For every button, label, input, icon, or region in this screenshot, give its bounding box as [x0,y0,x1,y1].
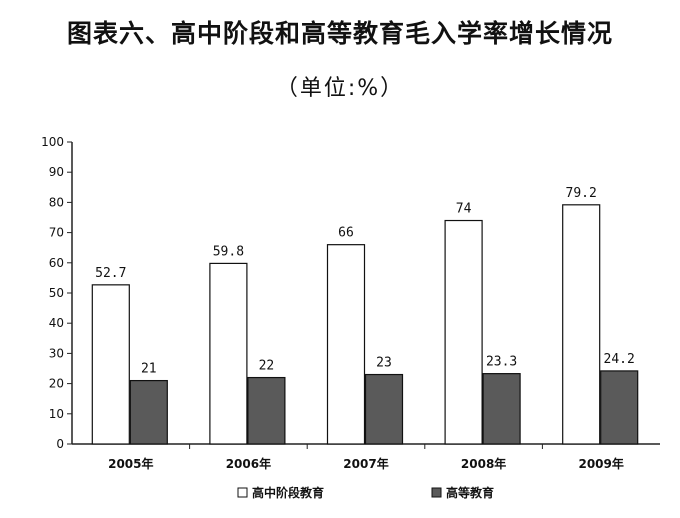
y-tick-label: 30 [49,346,64,360]
chart-title: 图表六、高中阶段和高等教育毛入学率增长情况 [66,19,613,48]
y-tick-label: 90 [49,165,64,179]
x-tick-label: 2006年 [226,456,271,471]
y-tick-label: 100 [41,135,64,149]
x-tick-label: 2005年 [108,456,153,471]
bar-high-school [562,204,601,445]
y-tick-label: 20 [49,377,64,391]
y-tick-label: 60 [49,256,64,270]
bar-higher-education [247,376,286,445]
y-tick-label: 40 [49,316,64,330]
bar-high-school [444,219,483,445]
data-label: 59.8 [213,244,244,259]
data-label: 52.7 [95,266,126,281]
y-tick-label: 0 [56,437,64,451]
bar-higher-education [364,373,404,445]
data-label: 22 [259,359,275,374]
chart-subtitle: （单位:%） [275,76,405,101]
data-label: 66 [338,226,354,241]
x-tick-label: 2007年 [343,456,388,471]
bar-higher-education [129,379,168,445]
y-tick-label: 50 [49,286,64,300]
data-label: 74 [456,202,472,217]
x-tick-label: 2009年 [578,456,623,471]
data-label: 24.2 [604,352,635,367]
bar-higher-education [482,373,521,445]
bar-high-school [209,262,248,445]
bar-high-school [91,284,130,445]
bar-higher-education [600,370,639,445]
y-tick-label: 80 [49,195,64,209]
data-label: 79.2 [566,186,597,201]
bar-high-school [326,244,366,445]
data-label: 23 [376,356,392,371]
data-label: 21 [141,362,157,377]
data-label: 23.3 [486,355,517,370]
legend-label: 高等教育 [446,485,494,500]
legend-swatch [237,487,248,498]
legend-label: 高中阶段教育 [252,485,324,500]
y-tick-label: 70 [49,226,64,240]
x-tick-label: 2008年 [461,456,506,471]
y-tick-label: 10 [49,407,64,421]
legend-swatch [431,487,442,498]
